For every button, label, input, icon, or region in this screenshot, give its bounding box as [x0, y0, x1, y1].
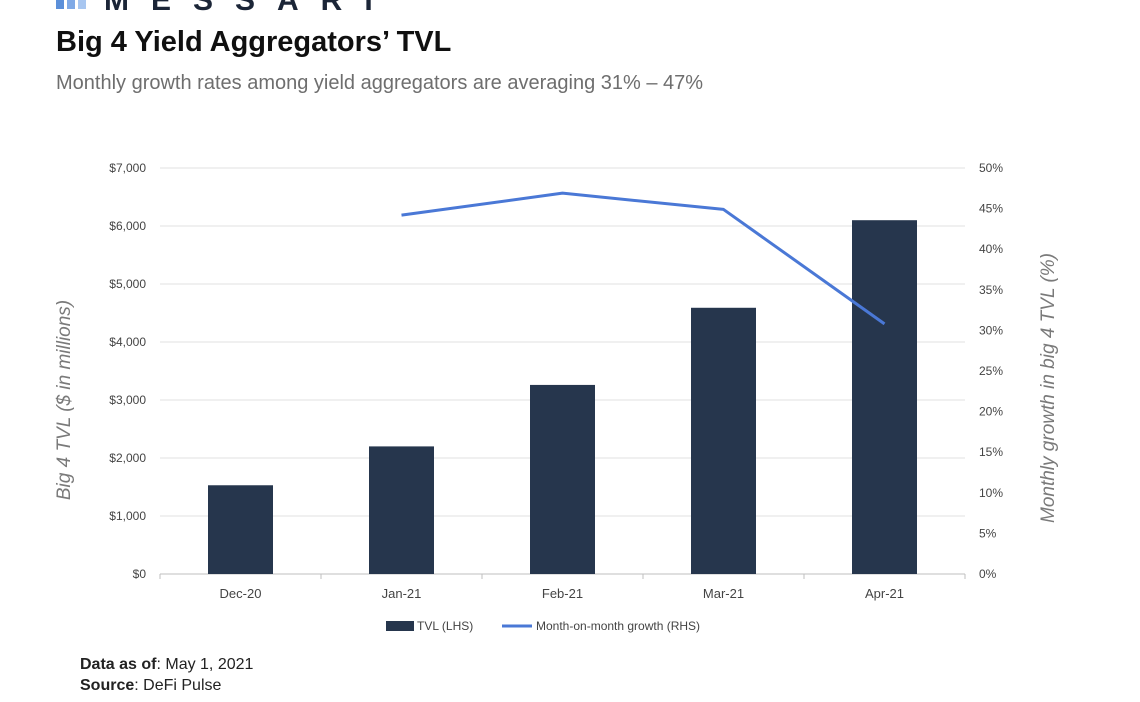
legend-line-label: Month-on-month growth (RHS) [536, 619, 700, 633]
legend-bar-label: TVL (LHS) [417, 619, 473, 633]
y2-tick-label: 5% [979, 526, 997, 540]
messari-logo-icon [56, 0, 86, 9]
logo-bar-3 [78, 0, 86, 9]
y2-tick-label: 30% [979, 323, 1003, 337]
tvl-bar [691, 307, 756, 574]
y2-tick-label: 25% [979, 364, 1003, 378]
y2-tick-label: 15% [979, 445, 1003, 459]
y2-tick-label: 35% [979, 283, 1003, 297]
x-tick-label: Feb-21 [542, 586, 583, 601]
y-tick-label: $6,000 [109, 219, 146, 233]
y-tick-label: $0 [133, 567, 147, 581]
y-tick-label: $3,000 [109, 393, 146, 407]
y2-tick-label: 40% [979, 242, 1003, 256]
y2-tick-label: 50% [979, 161, 1003, 175]
legend-bar-swatch [386, 621, 414, 631]
data-as-of-note: Data as of: May 1, 2021 [80, 656, 253, 674]
x-tick-label: Dec-20 [220, 586, 262, 601]
chart-subtitle: Monthly growth rates among yield aggrega… [56, 72, 704, 94]
brand-wordmark: MESSARI [104, 0, 395, 17]
tvl-bar [208, 485, 273, 574]
y2-tick-label: 45% [979, 202, 1003, 216]
chart-title: Big 4 Yield Aggregators’ TVL [56, 26, 452, 58]
brand-logo: MESSARI [56, 0, 395, 17]
x-tick-label: Mar-21 [703, 586, 744, 601]
logo-bar-1 [56, 0, 64, 9]
y-tick-label: $5,000 [109, 277, 146, 291]
y2-axis-title: Monthly growth in big 4 TVL (%) [1038, 253, 1059, 523]
y2-tick-label: 20% [979, 405, 1003, 419]
x-tick-label: Jan-21 [382, 586, 422, 601]
x-tick-label: Apr-21 [865, 586, 904, 601]
source-note: Source: DeFi Pulse [80, 677, 221, 695]
data-as-of-value: : May 1, 2021 [156, 656, 254, 673]
growth-line [401, 191, 886, 326]
y-tick-label: $1,000 [109, 509, 146, 523]
y-tick-label: $7,000 [109, 161, 146, 175]
tvl-bar [369, 446, 434, 574]
source-label: Source [80, 677, 135, 694]
data-as-of-label: Data as of [80, 656, 157, 673]
tvl-bar [530, 384, 595, 574]
source-value: : DeFi Pulse [134, 677, 222, 694]
y-tick-label: $4,000 [109, 335, 146, 349]
logo-bar-2 [67, 0, 75, 9]
y-tick-label: $2,000 [109, 451, 146, 465]
y-axis-title: Big 4 TVL ($ in millions) [54, 300, 75, 500]
tvl-bar [852, 220, 917, 574]
y2-tick-label: 10% [979, 486, 1003, 500]
y2-tick-label: 0% [979, 567, 997, 581]
